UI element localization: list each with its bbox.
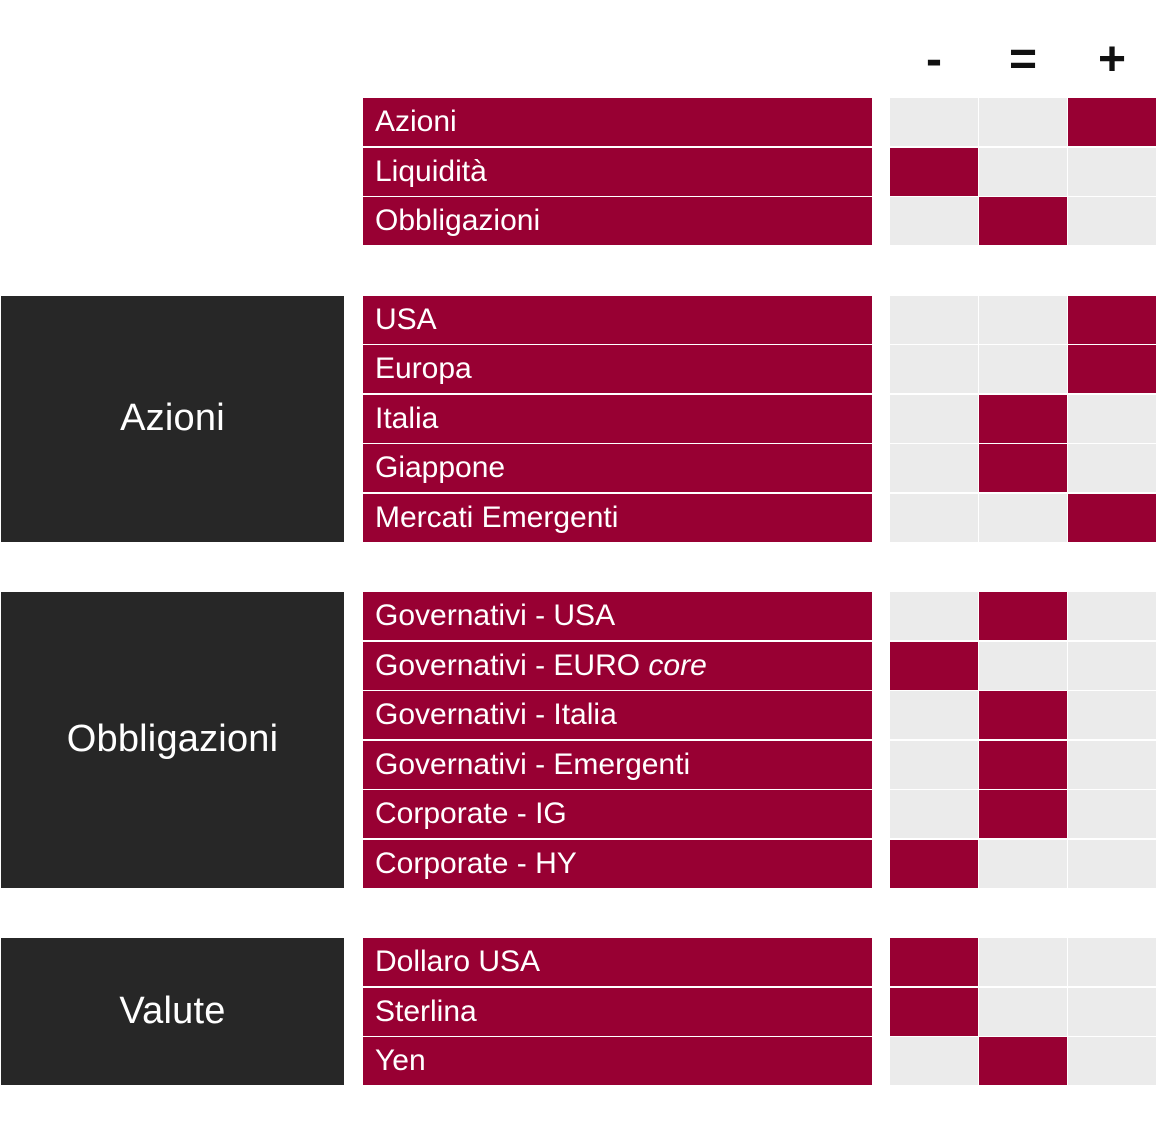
rating-cell-empty	[890, 444, 978, 492]
rating-cell-empty	[1068, 394, 1156, 443]
rating-cell-empty	[979, 345, 1067, 393]
group-label: Valute	[1, 938, 344, 1085]
rating-cell-empty	[979, 987, 1067, 1036]
item-label-text: Mercati Emergenti	[375, 500, 619, 534]
rating-cell-empty	[890, 790, 978, 838]
rating-cell-empty	[1068, 641, 1156, 690]
rating-cell-empty	[1068, 147, 1156, 196]
item-label: Liquidità	[363, 147, 872, 196]
rating-cell-marked	[890, 839, 978, 888]
item-label-text: Governativi - Italia	[375, 698, 617, 731]
rating-cell-empty	[890, 592, 978, 640]
item-label: Giappone	[363, 444, 872, 492]
rating-cell-marked	[979, 1037, 1067, 1085]
column-header-plus: +	[1097, 33, 1127, 86]
item-label-text: Governativi - Emergenti	[375, 747, 691, 781]
rating-cell-empty	[979, 839, 1067, 888]
item-label-text: Obbligazioni	[375, 204, 541, 237]
rating-cell-empty	[890, 493, 978, 542]
rating-cell-marked	[979, 444, 1067, 492]
item-label: USA	[363, 295, 872, 344]
item-label: Yen	[363, 1037, 872, 1085]
rating-cell-empty	[1068, 197, 1156, 245]
rating-cell-marked	[890, 641, 978, 690]
rating-cell-empty	[890, 740, 978, 789]
rating-cell-marked	[1068, 493, 1156, 542]
rating-cell-empty	[979, 98, 1067, 146]
rating-cell-empty	[1068, 987, 1156, 1036]
rating-cell-marked	[1068, 295, 1156, 344]
rating-cell-empty	[890, 691, 978, 739]
item-label-suffix: core	[648, 648, 707, 682]
item-label-text: Yen	[375, 1044, 426, 1077]
rating-cell-empty	[979, 938, 1067, 986]
item-label-text: Governativi - EURO	[375, 648, 641, 682]
item-label-text: Giappone	[375, 451, 506, 484]
item-label-text: Europa	[375, 352, 472, 385]
item-label: Italia	[363, 394, 872, 443]
item-label-text: Italia	[375, 401, 439, 435]
rating-cell-empty	[979, 641, 1067, 690]
rating-cell-empty	[1068, 938, 1156, 986]
item-label: Mercati Emergenti	[363, 493, 872, 542]
item-label-text: Corporate - HY	[375, 846, 577, 880]
item-label-text: Corporate - IG	[375, 797, 567, 830]
rating-cell-marked	[1068, 98, 1156, 146]
item-label: Europa	[363, 345, 872, 393]
item-label: Governativi - USA	[363, 592, 872, 640]
rating-cell-marked	[890, 987, 978, 1036]
item-label: Governativi - Emergenti	[363, 740, 872, 789]
rating-cell-empty	[890, 345, 978, 393]
rating-cell-marked	[979, 592, 1067, 640]
rating-cell-empty	[979, 295, 1067, 344]
item-label: Corporate - IG	[363, 790, 872, 838]
rating-cell-marked	[979, 790, 1067, 838]
rating-cell-empty	[1068, 790, 1156, 838]
rating-cell-empty	[1068, 592, 1156, 640]
column-header-minus: -	[926, 33, 942, 86]
rating-cell-empty	[890, 295, 978, 344]
item-label: Governativi - Italia	[363, 691, 872, 739]
rating-cell-empty	[1068, 740, 1156, 789]
item-label: Azioni	[363, 98, 872, 146]
rating-cell-marked	[979, 691, 1067, 739]
item-label-text: Dollaro USA	[375, 945, 541, 978]
rating-cell-marked	[979, 740, 1067, 789]
rating-cell-empty	[979, 147, 1067, 196]
column-header-equal: =	[1008, 33, 1038, 86]
rating-cell-marked	[1068, 345, 1156, 393]
item-label-text: Liquidità	[375, 154, 487, 188]
item-label-text: Governativi - USA	[375, 599, 616, 632]
item-label: Obbligazioni	[363, 197, 872, 245]
group-label: Obbligazioni	[1, 592, 344, 888]
rating-cell-empty	[1068, 444, 1156, 492]
item-label: Dollaro USA	[363, 938, 872, 986]
rating-cell-empty	[1068, 691, 1156, 739]
item-label: Corporate - HY	[363, 839, 872, 888]
rating-cell-marked	[890, 938, 978, 986]
item-label-text: Sterlina	[375, 994, 477, 1028]
group-label: Azioni	[1, 295, 344, 542]
rating-cell-empty	[890, 394, 978, 443]
rating-cell-empty	[890, 197, 978, 245]
item-label: Governativi - EURO core	[363, 641, 872, 690]
rating-cell-empty	[890, 98, 978, 146]
rating-cell-marked	[979, 394, 1067, 443]
item-label-text: USA	[375, 302, 437, 336]
item-label: Sterlina	[363, 987, 872, 1036]
rating-cell-marked	[979, 197, 1067, 245]
rating-cell-empty	[1068, 1037, 1156, 1085]
rating-cell-empty	[890, 1037, 978, 1085]
item-label-text: Azioni	[375, 105, 457, 138]
rating-cell-marked	[890, 147, 978, 196]
rating-cell-empty	[1068, 839, 1156, 888]
rating-cell-empty	[979, 493, 1067, 542]
